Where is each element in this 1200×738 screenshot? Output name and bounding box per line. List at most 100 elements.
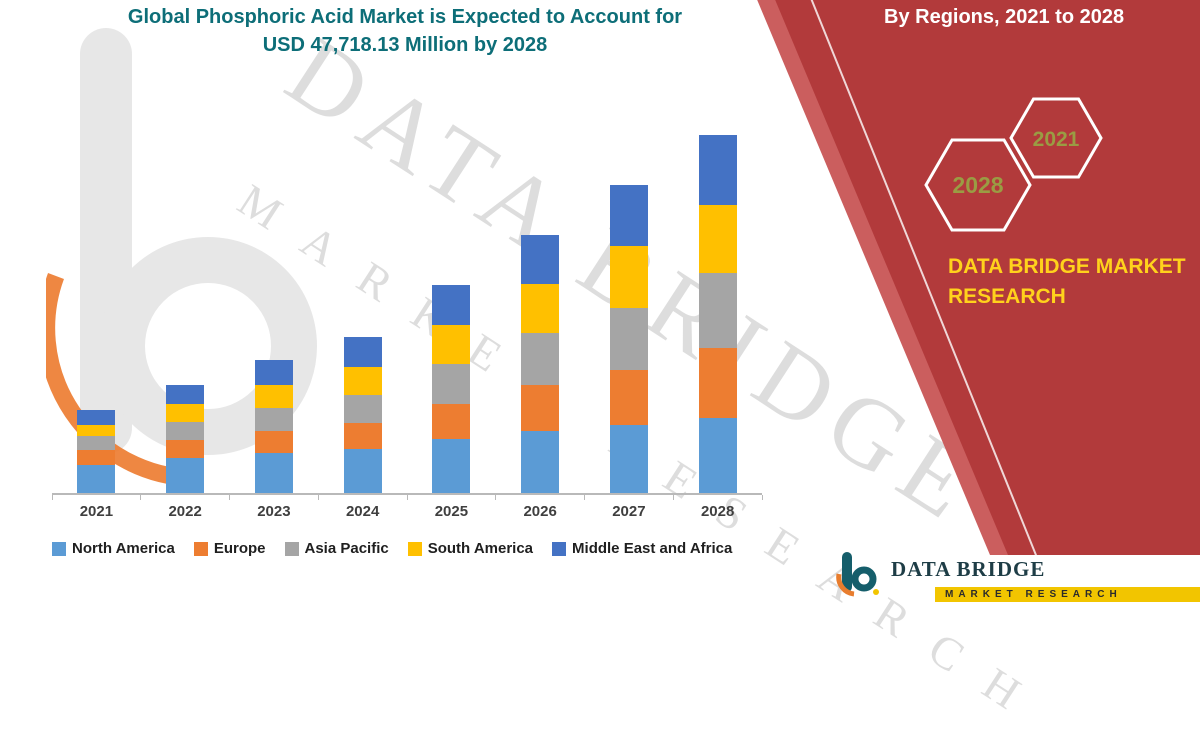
logo-bowl-shape — [99, 237, 317, 455]
legend-item-south-america: South America — [407, 540, 533, 557]
axis-tick — [584, 495, 585, 500]
segment-2021-asia-pacific — [77, 436, 116, 450]
segment-2022-asia-pacific — [166, 421, 205, 441]
legend-label: Middle East and Africa — [572, 540, 733, 557]
hexagon-2028-label: 2028 — [952, 172, 1003, 198]
x-axis-label-2026: 2026 — [523, 503, 557, 520]
page-title-line2: USD 47,718.13 Million by 2028 — [262, 34, 548, 56]
x-axis-label-2023: 2023 — [257, 503, 291, 520]
page-title-line1: Global Phosphoric Acid Market is Expecte… — [127, 6, 683, 28]
segment-2028-europe — [698, 348, 737, 418]
bar-slot-2028 — [673, 135, 762, 493]
stacked-bar-2026 — [521, 234, 560, 493]
legend-item-europe: Europe — [193, 540, 266, 557]
legend-swatch — [552, 541, 567, 556]
hexagon-2021-label: 2021 — [1033, 128, 1080, 151]
footer-logo: DATA BRIDGE — [836, 551, 1045, 597]
bar-slot-2026 — [496, 234, 585, 493]
legend-swatch — [407, 541, 422, 556]
axis-tick — [495, 495, 497, 500]
panel-heading: By Regions, 2021 to 2028 — [884, 6, 1125, 28]
segment-2021-north-america — [77, 464, 116, 493]
legend-item-middle-east-and-africa: Middle East and Africa — [552, 540, 732, 557]
segment-2027-north-america — [609, 425, 648, 493]
x-axis-label-2028: 2028 — [700, 503, 735, 520]
footer-logo-name: DATA BRIDGE — [891, 557, 1046, 581]
logo-orange-arc — [46, 273, 193, 487]
axis-tick — [761, 495, 763, 500]
segment-2021-middle-east-and-africa — [77, 409, 116, 425]
legend-label: North America — [72, 540, 175, 557]
axis-tick — [140, 495, 142, 500]
hexagon-badges: 2021 2028 — [924, 97, 1103, 232]
segment-2026-asia-pacific — [521, 333, 560, 385]
bar-slot-2021 — [52, 409, 141, 493]
bar-slot-2025 — [407, 285, 496, 493]
legend-swatch — [52, 541, 66, 556]
segment-2024-europe — [343, 422, 382, 450]
axis-tick — [672, 495, 674, 500]
bar-slot-2027 — [585, 184, 674, 493]
segment-2027-middle-east-and-africa — [609, 184, 648, 247]
brand-line2: RESEARCH — [948, 285, 1066, 308]
stacked-bar-2022 — [166, 385, 205, 493]
segment-2023-asia-pacific — [254, 408, 293, 431]
stacked-bar-2027 — [609, 184, 648, 493]
bar-slot-2022 — [141, 385, 230, 493]
segment-2025-middle-east-and-africa — [432, 285, 471, 325]
x-axis-label-2021: 2021 — [79, 503, 114, 520]
segment-2026-south-america — [521, 283, 560, 333]
segment-2024-middle-east-and-africa — [343, 337, 382, 367]
legend-swatch — [193, 541, 208, 556]
axis-tick — [229, 495, 230, 500]
segment-2024-north-america — [343, 449, 382, 493]
segment-2021-south-america — [77, 424, 116, 437]
legend-label: Europe — [213, 540, 266, 557]
segment-2022-south-america — [166, 404, 205, 422]
axis-tick — [406, 495, 408, 500]
infographic-root: { "header": { "title_line1": "Global Pho… — [46, 0, 1200, 738]
segment-2025-south-america — [432, 324, 471, 365]
segment-2025-europe — [432, 403, 471, 439]
page-title: Global Phosphoric Acid Market is Expecte… — [70, 3, 740, 59]
segment-2026-europe — [521, 384, 560, 432]
footer-logo-subline: MARKET RESEARCH — [945, 589, 1122, 600]
stacked-bar-2021 — [77, 409, 116, 493]
segment-2025-north-america — [432, 438, 471, 493]
plot-area — [52, 128, 762, 493]
segment-2026-middle-east-and-africa — [521, 234, 560, 284]
legend: North America Europe Asia Pacific South Ame… — [52, 540, 812, 557]
bar-slot-2024 — [318, 337, 407, 493]
segment-2024-south-america — [343, 366, 382, 395]
brand-text: DATA BRIDGE MARKET RESEARCH — [948, 252, 1186, 312]
x-axis-labels: 2021 2022 2023 2024 2025 2026 2027 2028 — [52, 503, 762, 520]
segment-2028-asia-pacific — [698, 272, 737, 349]
segment-2025-asia-pacific — [432, 364, 471, 404]
segment-2022-middle-east-and-africa — [166, 385, 205, 405]
market-research-ribbon: MARKET RESEARCH — [935, 587, 1200, 602]
x-axis-ticks — [51, 495, 763, 500]
bar-slot-2023 — [230, 360, 319, 493]
segment-2024-asia-pacific — [343, 394, 382, 423]
stacked-bar-2028 — [698, 135, 737, 493]
segment-2027-europe — [609, 369, 648, 426]
footer-logo-icon — [836, 552, 879, 597]
legend-item-asia-pacific: Asia Pacific — [284, 540, 389, 557]
segment-2026-north-america — [521, 431, 560, 493]
hexagon-2028 — [924, 138, 1032, 232]
x-axis-label-2025: 2025 — [434, 503, 469, 520]
x-axis-label-2024: 2024 — [345, 503, 380, 520]
brand-line1: DATA BRIDGE MARKET — [948, 255, 1186, 278]
segment-2022-europe — [166, 440, 205, 459]
segment-2028-south-america — [698, 204, 737, 273]
x-axis-label-2027: 2027 — [612, 503, 646, 520]
segment-2028-middle-east-and-africa — [698, 135, 737, 205]
stacked-bar-2025 — [432, 285, 471, 493]
x-axis-line — [52, 493, 762, 495]
segment-2023-south-america — [254, 385, 293, 409]
stacked-bar-2023 — [254, 360, 293, 493]
axis-tick — [51, 495, 53, 500]
segment-2028-north-america — [698, 417, 737, 493]
segment-2023-north-america — [254, 453, 293, 493]
segment-2027-south-america — [609, 246, 648, 309]
